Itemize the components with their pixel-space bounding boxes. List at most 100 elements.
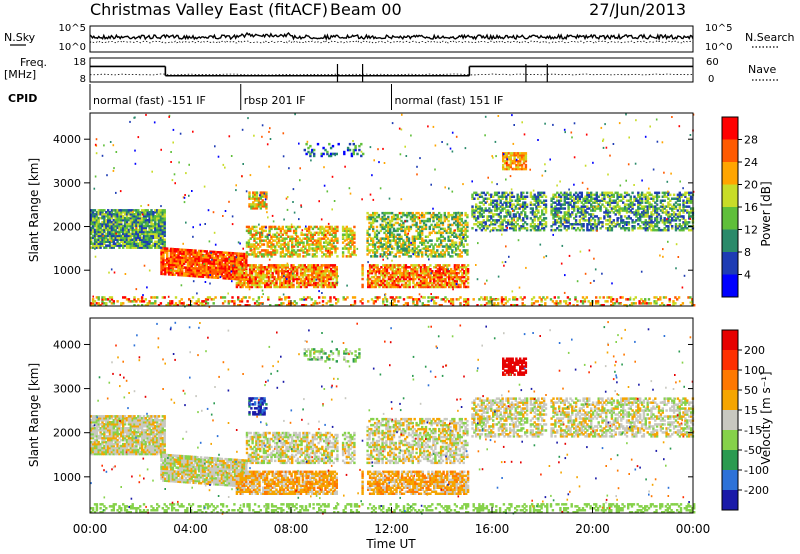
cell-4235 <box>591 217 595 220</box>
cell-1100 <box>215 260 218 264</box>
cell-251 <box>116 234 119 238</box>
nave-ytick-top: 60 <box>706 57 719 68</box>
cell-4608 <box>654 201 657 204</box>
cell-1980 <box>274 239 277 242</box>
cell-1654 <box>301 268 305 271</box>
cell-2368 <box>361 271 364 275</box>
cell-535 <box>144 220 147 224</box>
cell-3694 <box>497 191 501 195</box>
cell-3643 <box>490 215 493 218</box>
cell-2488 <box>389 264 392 267</box>
cell-3660 <box>492 195 495 198</box>
cell-2418 <box>376 281 379 285</box>
cell-1775 <box>324 270 327 273</box>
cell-4929 <box>248 195 251 198</box>
cell-3144 <box>405 237 409 240</box>
cell-1862 <box>249 229 252 233</box>
cell-4599 <box>654 228 657 232</box>
cell-557 <box>146 211 149 214</box>
cell-891 <box>184 258 188 262</box>
cell-4722 <box>674 223 678 226</box>
cell-4356 <box>612 201 615 204</box>
cell-1925 <box>262 243 266 246</box>
cell-2309 <box>343 229 347 233</box>
cell-1647 <box>299 264 303 267</box>
cell-548 <box>146 234 149 238</box>
cell-1683 <box>307 270 310 273</box>
cell-478 <box>139 222 142 226</box>
cell-2999 <box>385 225 388 229</box>
cell-908 <box>186 250 190 254</box>
cell-2068 <box>291 237 294 240</box>
cell-4254 <box>593 193 597 197</box>
cell-3777 <box>510 193 514 197</box>
cell-2125 <box>304 227 307 231</box>
cell-1142 <box>220 251 224 254</box>
cell-4909 <box>520 154 524 157</box>
cell-4506 <box>639 193 642 197</box>
cell-1429 <box>256 271 259 275</box>
cell-151 <box>105 220 108 224</box>
cell-3968 <box>544 203 548 206</box>
cell-3920 <box>537 203 540 206</box>
cell-3480 <box>458 253 462 256</box>
cell-913 <box>188 268 191 272</box>
cell-2883 <box>368 235 371 238</box>
cell-338 <box>125 240 129 243</box>
cell-4253 <box>593 197 597 200</box>
cell-775 <box>167 267 171 270</box>
cell-1552 <box>281 266 284 269</box>
cell-4787 <box>684 191 687 195</box>
cell-961 <box>194 253 197 256</box>
cell-4039 <box>559 203 563 206</box>
cell-2053 <box>289 239 292 242</box>
cell-325 <box>123 228 127 232</box>
cell-3017 <box>387 221 390 225</box>
cell-3513 <box>462 237 465 240</box>
cell-4471 <box>633 197 636 200</box>
cell-886 <box>184 272 188 275</box>
cell-1759 <box>322 285 325 289</box>
cell-671 <box>159 234 163 238</box>
cell-4304 <box>605 213 608 216</box>
cell-1387 <box>248 270 252 273</box>
cell-1520 <box>275 277 278 281</box>
cell-2265 <box>330 225 333 229</box>
cell-376 <box>129 238 132 241</box>
cell-3317 <box>432 217 435 221</box>
cell-3137 <box>404 213 407 217</box>
cell-1637 <box>297 264 301 267</box>
cell-2100 <box>298 249 301 252</box>
cell-4498 <box>639 217 642 220</box>
cell-4163 <box>580 205 583 208</box>
cell-1396 <box>250 275 254 279</box>
cell-2240 <box>326 231 330 235</box>
cell-3103 <box>400 243 403 246</box>
cell-2156 <box>311 255 315 258</box>
cell-297 <box>120 213 123 216</box>
cell-3396 <box>445 245 448 248</box>
cell-2974 <box>381 211 384 215</box>
cell-3131 <box>404 241 407 244</box>
cell-2649 <box>423 281 426 285</box>
cell-2781 <box>449 285 453 289</box>
cell-1064 <box>209 254 212 257</box>
cell-4076 <box>565 193 568 197</box>
cell-3931 <box>539 215 542 218</box>
cell-2642 <box>421 275 424 279</box>
cell-2862 <box>466 275 470 279</box>
cell-712 <box>163 230 166 234</box>
cell-4540 <box>644 205 647 208</box>
cell-4062 <box>563 197 566 200</box>
cell-3116 <box>402 245 405 248</box>
cell-3231 <box>419 241 422 244</box>
cell-4629 <box>657 227 661 230</box>
cell-275 <box>118 222 121 226</box>
cell-24 <box>91 226 95 230</box>
cell-3676 <box>495 213 499 216</box>
cell-837 <box>177 265 180 269</box>
cell-1024 <box>203 257 207 261</box>
cell-1942 <box>266 241 269 244</box>
cell-2739 <box>440 273 443 277</box>
cell-3851 <box>524 203 527 206</box>
